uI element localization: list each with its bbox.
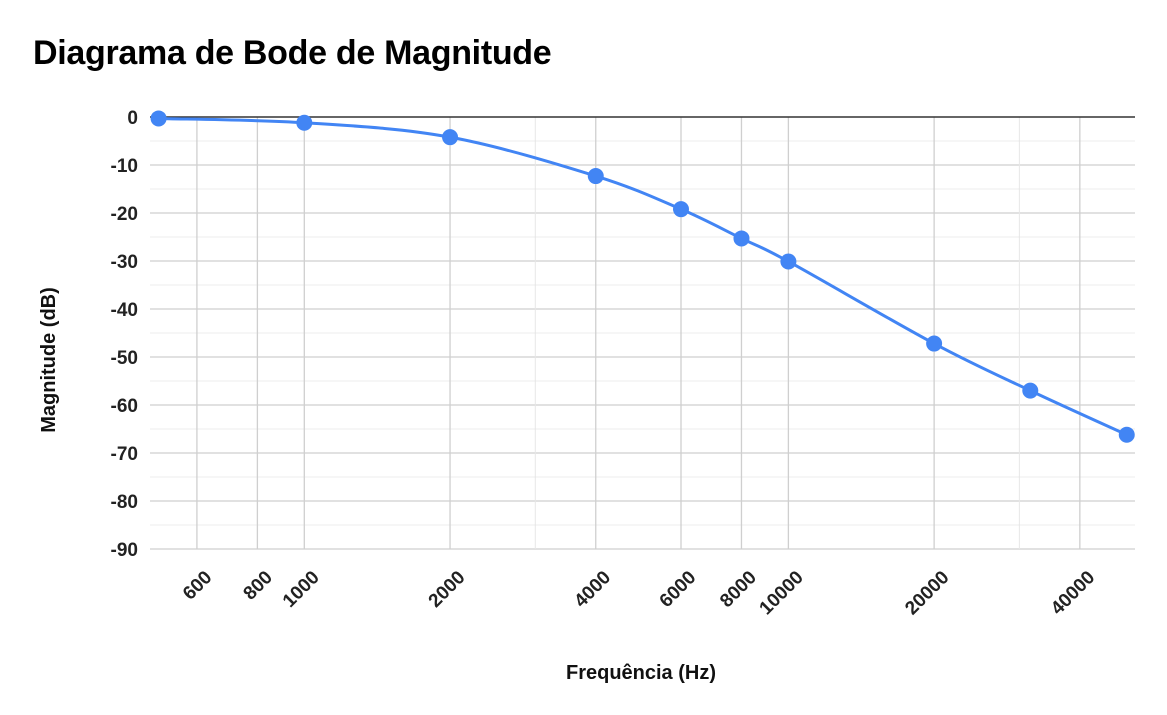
- y-tick-label: -50: [111, 348, 138, 369]
- y-tick-label: -60: [111, 396, 138, 417]
- y-tick-label: -30: [111, 252, 138, 273]
- y-tick-label: -20: [111, 204, 138, 225]
- y-axis-ticks: 0 -10 -20 -30 -40 -50 -60 -70 -80 -90: [111, 108, 138, 561]
- x-tick-label: 600: [179, 567, 216, 604]
- y-tick-label: -10: [111, 156, 138, 177]
- x-tick-label: 1000: [279, 567, 324, 612]
- data-point: [296, 114, 313, 131]
- data-point: [733, 230, 750, 247]
- x-axis-label: Frequência (Hz): [566, 662, 716, 684]
- data-point: [442, 129, 459, 146]
- y-tick-label: -70: [111, 444, 138, 465]
- grid-lines: [150, 117, 1135, 550]
- data-point: [1022, 382, 1039, 399]
- data-point: [780, 253, 797, 270]
- x-tick-label: 4000: [570, 567, 615, 612]
- y-tick-label: 0: [127, 108, 138, 129]
- series-line: [158, 116, 1128, 437]
- x-tick-label: 2000: [425, 567, 470, 612]
- data-point: [926, 335, 943, 352]
- data-point: [1118, 426, 1135, 443]
- x-tick-label: 800: [240, 567, 277, 604]
- y-tick-label: -80: [111, 492, 138, 513]
- y-tick-label: -40: [111, 300, 138, 321]
- data-point: [672, 201, 689, 218]
- x-tick-label: 6000: [656, 567, 701, 612]
- x-tick-label: 8000: [716, 567, 761, 612]
- y-tick-label: -90: [111, 540, 138, 561]
- chart-title: Diagrama de Bode de Magnitude: [33, 34, 552, 72]
- series-group: [150, 110, 1135, 443]
- x-tick-label: 10000: [756, 567, 808, 619]
- x-tick-label: 40000: [1047, 567, 1099, 619]
- y-axis-label: Magnitude (dB): [38, 287, 60, 433]
- data-point: [150, 110, 167, 127]
- x-tick-label: 20000: [901, 567, 953, 619]
- data-point: [587, 168, 604, 185]
